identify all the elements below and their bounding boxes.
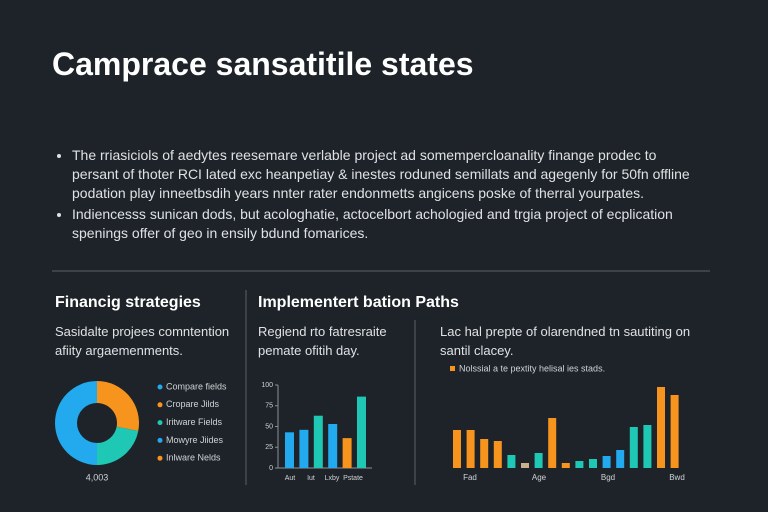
title: Camprace sansatitile states [52,46,474,82]
donut-segment [55,381,97,465]
bar [575,461,584,468]
heading: Financig strategies [55,294,201,311]
bar [328,424,338,468]
legend-dot [157,402,163,408]
x-tick-label: Bgd [601,473,615,482]
donut-segment [97,381,139,431]
x-tick-label: Fad [463,473,477,482]
bar [629,427,638,468]
heading: Implementert bation Paths [258,294,459,311]
legend-label: Iritware Fields [166,417,223,427]
legend-label: Compare fields [166,381,227,391]
text: Regiend rto fatresraite pemate ofitih da… [258,324,387,358]
legend-dot [157,420,163,426]
bar [670,395,679,468]
donut-segment [97,426,139,465]
bar [453,430,461,468]
total-label: 4,003 [86,472,109,482]
legend-label: Mowyre Jiides [166,435,224,445]
bar [466,430,475,468]
bar [561,463,570,468]
bar [589,459,597,468]
bar [342,438,352,468]
legend-label: Cropare Jilds [166,399,220,409]
bar [643,425,652,468]
bar [602,456,611,468]
x-tick-label: Pstate [343,475,363,482]
bar [299,429,309,468]
x-tick-label: Bwd [669,473,685,482]
x-tick-label: Aut [285,475,296,482]
y-tick-label: 100 [261,382,273,389]
bar [521,463,529,468]
bar [616,450,625,468]
x-tick-label: Lxby [325,475,340,482]
text: Lac hal prepte of olarendned tn sautitin… [440,324,691,358]
text: Sasidalte projees comntention afiity arg… [55,324,230,358]
y-tick-label: 0 [269,465,273,472]
legend-label: Inlware Nelds [166,453,221,463]
bar [493,441,502,468]
bar [480,439,489,468]
bullets: The rriasiciols of aedytes reesemare ver… [52,146,702,245]
x-tick-label: Age [532,473,547,482]
legend-dot [157,384,163,390]
bar [507,455,516,468]
legend-label: Nolssial a te pextity helisal ies stads. [459,363,605,373]
legend-swatch [450,366,455,371]
bar [534,453,543,468]
bullet: Indiencesss sunican dods, but acologhati… [72,205,702,243]
legend-dot [157,455,163,461]
y-tick-label: 50 [265,423,273,430]
y-tick-label: 75 [265,403,273,410]
x-tick-label: Iut [307,475,315,482]
bar [548,418,557,468]
bar [357,396,366,468]
bar [285,432,294,468]
bullet: The rriasiciols of aedytes reesemare ver… [72,146,702,203]
bar [313,415,323,468]
legend-dot [157,437,163,443]
y-tick-label: 25 [265,444,273,451]
bar [657,387,665,468]
